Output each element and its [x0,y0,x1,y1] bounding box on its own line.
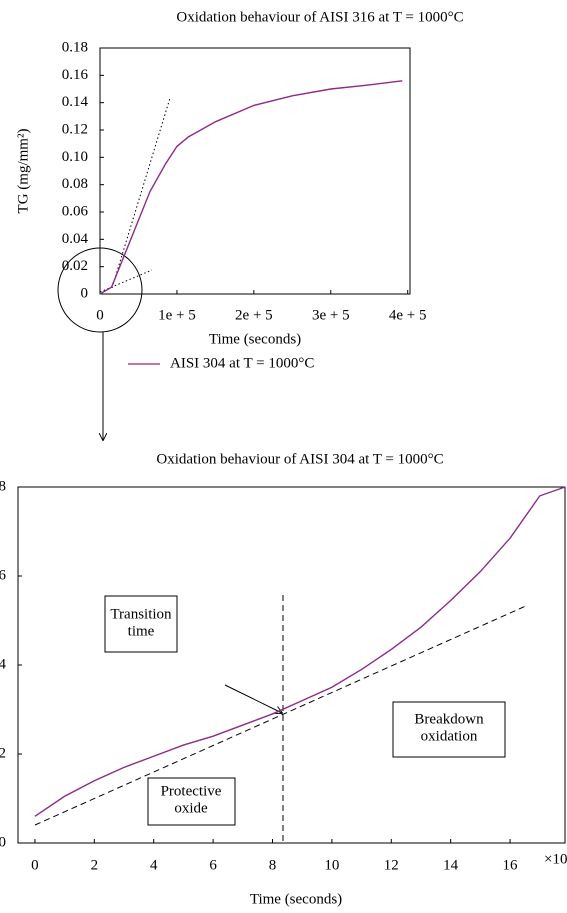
y-tick-label: 0.14 [62,94,89,110]
legend-label: AISI 304 at T = 1000°C [170,355,314,371]
x-tick-label: 12 [384,857,399,873]
x-multiplier: ×10³ [544,851,567,867]
annotation-arrow [224,684,282,713]
x-tick-label: 10 [324,857,339,873]
x-tick-label: 2e + 5 [235,307,273,323]
annotation-box [147,777,236,826]
annotation: Protective oxide [161,784,222,817]
x-axis-label: Time (seconds) [250,891,342,907]
annotation-line: oxide [174,801,208,817]
annotation-line: time [128,624,155,640]
y-tick-label: 0.06 [62,203,89,219]
x-tick-label: 4 [150,857,158,873]
y-tick-label: 0.18 [62,39,88,55]
x-tick-label: 14 [443,857,459,873]
y-tick-label: 0.04 [62,231,89,247]
x-tick-label: 6 [209,857,217,873]
annotation-line: oxidation [421,729,478,745]
y-tick-label: 6 [0,567,7,583]
zoom-circle [57,247,143,333]
y-tick-label: 0.10 [62,149,88,165]
y-tick-label: 0 [81,285,89,301]
data-line [34,486,566,817]
annotation: Breakdown oxidation [414,712,484,745]
x-tick-label: 16 [503,857,519,873]
annotation: Transition time [110,607,172,640]
annotation-box [104,595,178,653]
x-tick-label: 0 [31,857,39,873]
y-tick-label: 0.08 [62,176,88,192]
tangent-line [111,97,171,289]
x-tick-label: 3e + 5 [312,307,350,323]
y-tick-label: 4 [0,656,7,672]
x-tick-label: 0 [96,307,104,323]
plot-area [17,486,566,844]
x-tick-label: 4e + 5 [389,307,427,323]
annotation-line: Protective [161,784,222,800]
y-tick-label: 0 [0,834,6,850]
x-axis-label: Time (seconds) [209,331,301,347]
y-axis-label: TG (mg/mm²) [15,129,31,214]
x-tick-label: 8 [269,857,277,873]
y-tick-label: 2 [0,745,6,761]
chart-title: Oxidation behaviour of AISI 304 at T = 1… [156,451,443,467]
plot-area [99,47,411,295]
y-tick-label: 0.02 [62,258,88,274]
annotation-line: Transition [110,607,172,623]
y-tick-label: 0.12 [62,121,88,137]
y-tick-label: 0.16 [62,67,89,83]
x-tick-label: 2 [91,857,99,873]
annotation-box [392,701,506,758]
chart-title: Oxidation behaviour of AISI 316 at T = 1… [176,9,463,25]
annotation-line: Breakdown [414,712,484,728]
y-tick-label: 8 [0,478,6,494]
data-line [99,80,403,295]
x-tick-label: 1e + 5 [158,307,196,323]
